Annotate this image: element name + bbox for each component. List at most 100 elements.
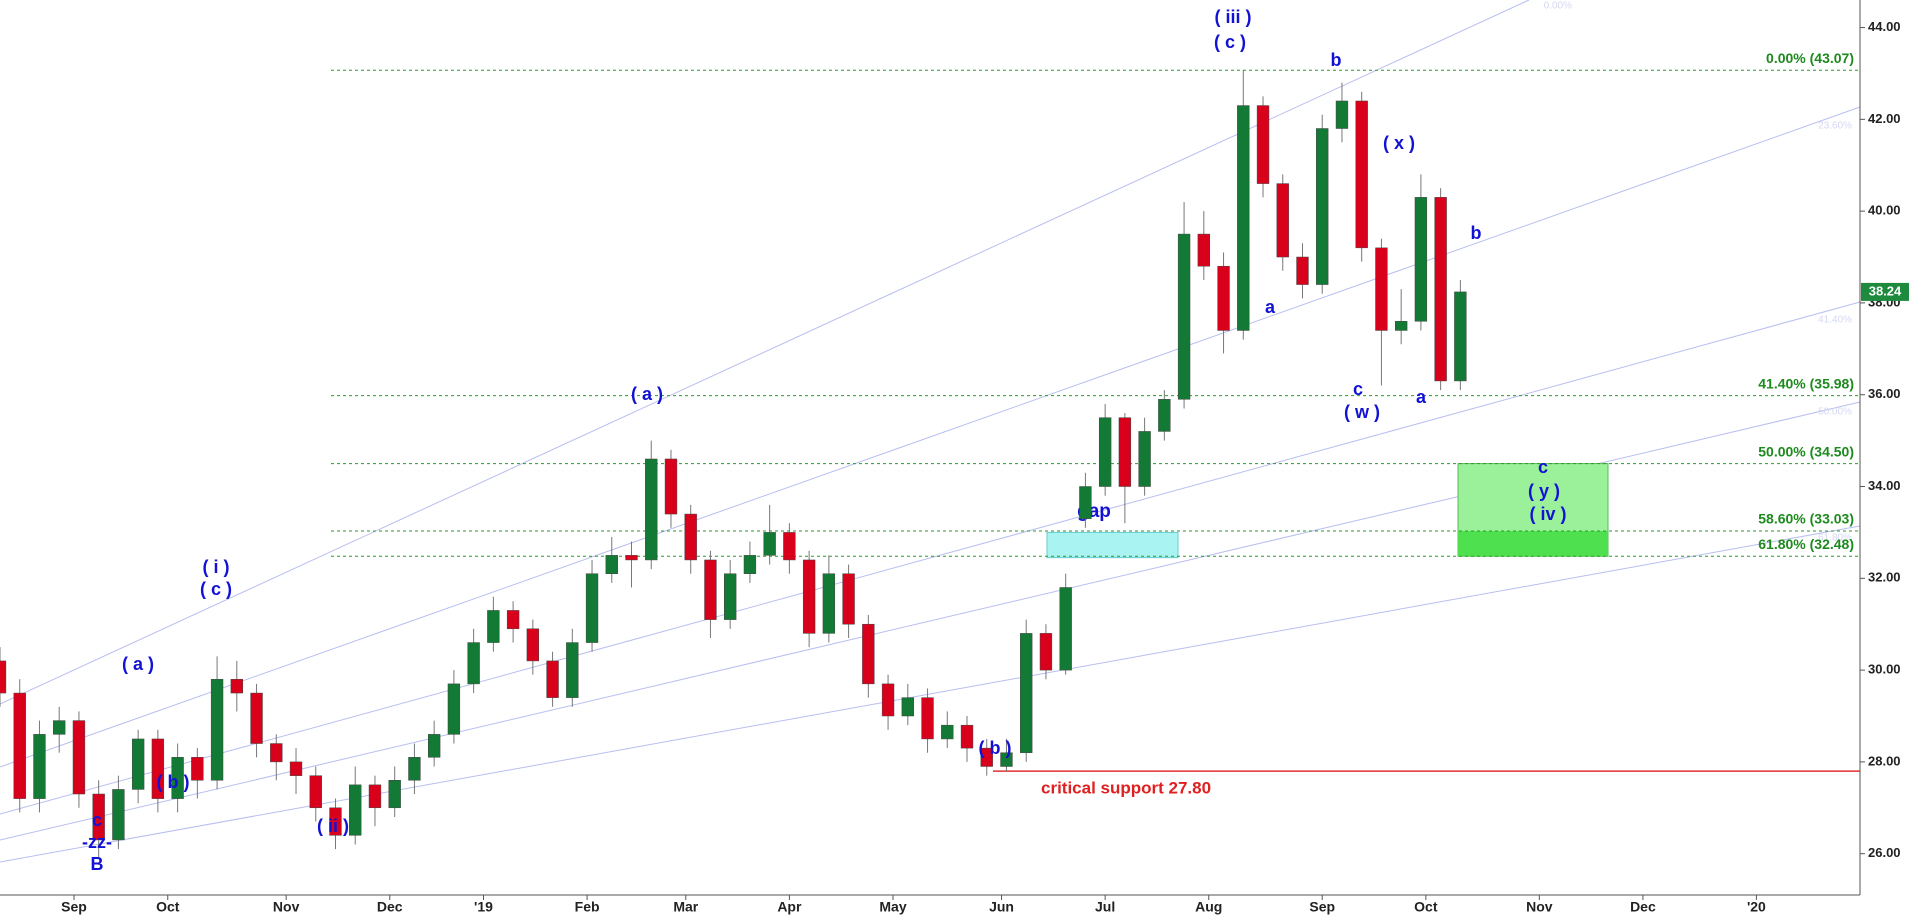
x-tick-label: Nov: [273, 899, 300, 915]
x-tick-label: Sep: [61, 899, 87, 915]
candle-body: [862, 623, 875, 685]
wave-label: ( x ): [1383, 133, 1415, 153]
candle-body: [151, 738, 165, 799]
candle-body: [1316, 128, 1329, 285]
candle-body: [1237, 105, 1250, 331]
candle-body: [1000, 752, 1013, 767]
channel-label: 61.80%: [1818, 533, 1852, 544]
wave-label: ( c ): [1214, 32, 1246, 52]
candle-body: [487, 610, 500, 643]
x-tick-label: Dec: [377, 899, 403, 915]
x-tick-label: Jul: [1095, 899, 1115, 915]
x-tick-label: Feb: [575, 899, 600, 915]
candle-body: [1217, 265, 1230, 331]
candle-body: [901, 697, 914, 717]
gap-zone: [1046, 531, 1179, 559]
candle-body: [171, 757, 184, 799]
x-tick-label: Sep: [1309, 899, 1335, 915]
candle-body: [763, 532, 776, 556]
channel-line: [0, 525, 1861, 863]
wave-label: b: [1331, 50, 1342, 70]
y-tick-label: 44.00: [1868, 19, 1901, 34]
channel-line: [0, 106, 1861, 768]
candle-body: [1375, 247, 1388, 331]
candle-body: [1158, 399, 1171, 432]
wave-label: c: [1353, 379, 1363, 399]
candle-body: [250, 692, 263, 744]
candle-body: [605, 555, 618, 574]
wave-label: -zz-: [82, 832, 112, 852]
candle-body: [191, 757, 204, 781]
wave-label: c: [1538, 457, 1548, 477]
y-tick-label: 36.00: [1868, 386, 1901, 401]
candle-body: [1197, 233, 1210, 267]
candle-body: [645, 458, 658, 561]
wave-label: a: [1265, 297, 1276, 317]
channel-label: 23.60%: [1818, 121, 1852, 132]
candle-body: [743, 555, 757, 574]
candle-body: [210, 679, 224, 781]
candle-body: [1394, 321, 1408, 331]
candle-body: [1098, 417, 1112, 487]
wave-labels: ( iii ) ( c ) b ( x ) b a c ( w ) a ( a …: [82, 7, 1567, 874]
wave-label: ( b ): [979, 738, 1012, 758]
candle-body: [585, 573, 599, 643]
x-tick-label: Apr: [777, 899, 802, 915]
candle-body: [53, 720, 66, 735]
wave-label: b: [1471, 223, 1482, 243]
candle-body: [1020, 633, 1033, 753]
candle-body: [1355, 100, 1368, 249]
candle-body: [1118, 417, 1132, 487]
wave-label: a: [1416, 387, 1427, 407]
x-tick-label: Dec: [1630, 899, 1656, 915]
candle-body: [131, 738, 145, 790]
fib-label: 61.80% (32.48): [1758, 536, 1854, 552]
wave-label: ( iii ): [1215, 7, 1252, 27]
channel-label: 41.40%: [1818, 315, 1852, 326]
target-zone-core: [1458, 531, 1608, 557]
candle-body: [270, 743, 283, 763]
y-tick-label: 26.00: [1868, 845, 1901, 860]
candle-body: [447, 683, 461, 735]
candle-body: [802, 559, 816, 634]
wave-label: ( w ): [1344, 402, 1380, 422]
candle-body: [427, 734, 441, 758]
candle-body: [349, 784, 362, 836]
fib-label: 50.00% (34.50): [1758, 443, 1854, 459]
wave-label: B: [91, 854, 104, 874]
candle-body: [33, 734, 46, 799]
candle-body: [1256, 105, 1270, 184]
candle-body: [546, 660, 559, 698]
candle-body: [822, 573, 836, 634]
candle-body: [704, 559, 717, 620]
fib-label: 58.60% (33.03): [1758, 511, 1854, 527]
candle-body: [467, 642, 480, 685]
y-tick-label: 34.00: [1868, 478, 1901, 493]
channel-line: [0, 301, 1861, 815]
channel-line: [0, 0, 1530, 705]
candle-body: [960, 724, 974, 749]
x-tick-label: Aug: [1195, 899, 1222, 915]
candle-body: [1059, 587, 1072, 671]
fib-label: 0.00% (43.07): [1766, 50, 1854, 66]
candle-body: [506, 610, 520, 630]
x-tick-label: Mar: [673, 899, 698, 915]
support-label: critical support 27.80: [1041, 779, 1211, 798]
candle-body: [230, 679, 243, 694]
last-price-label: 38.24: [1869, 283, 1902, 298]
channel-label: 50.00%: [1818, 407, 1852, 418]
x-tick-label: May: [879, 899, 906, 915]
candle-body: [881, 683, 895, 717]
candle-body: [1276, 183, 1289, 258]
candle-body: [566, 642, 579, 698]
wave-label: ( c ): [200, 579, 232, 599]
candle-body: [980, 747, 993, 767]
y-tick-label: 28.00: [1868, 753, 1901, 768]
last-price-box: [1861, 282, 1909, 301]
candle-body: [1414, 197, 1428, 322]
channel-label: 0.00%: [1544, 1, 1572, 12]
candle-body: [289, 761, 303, 776]
fib-label: 41.40% (35.98): [1758, 375, 1854, 391]
